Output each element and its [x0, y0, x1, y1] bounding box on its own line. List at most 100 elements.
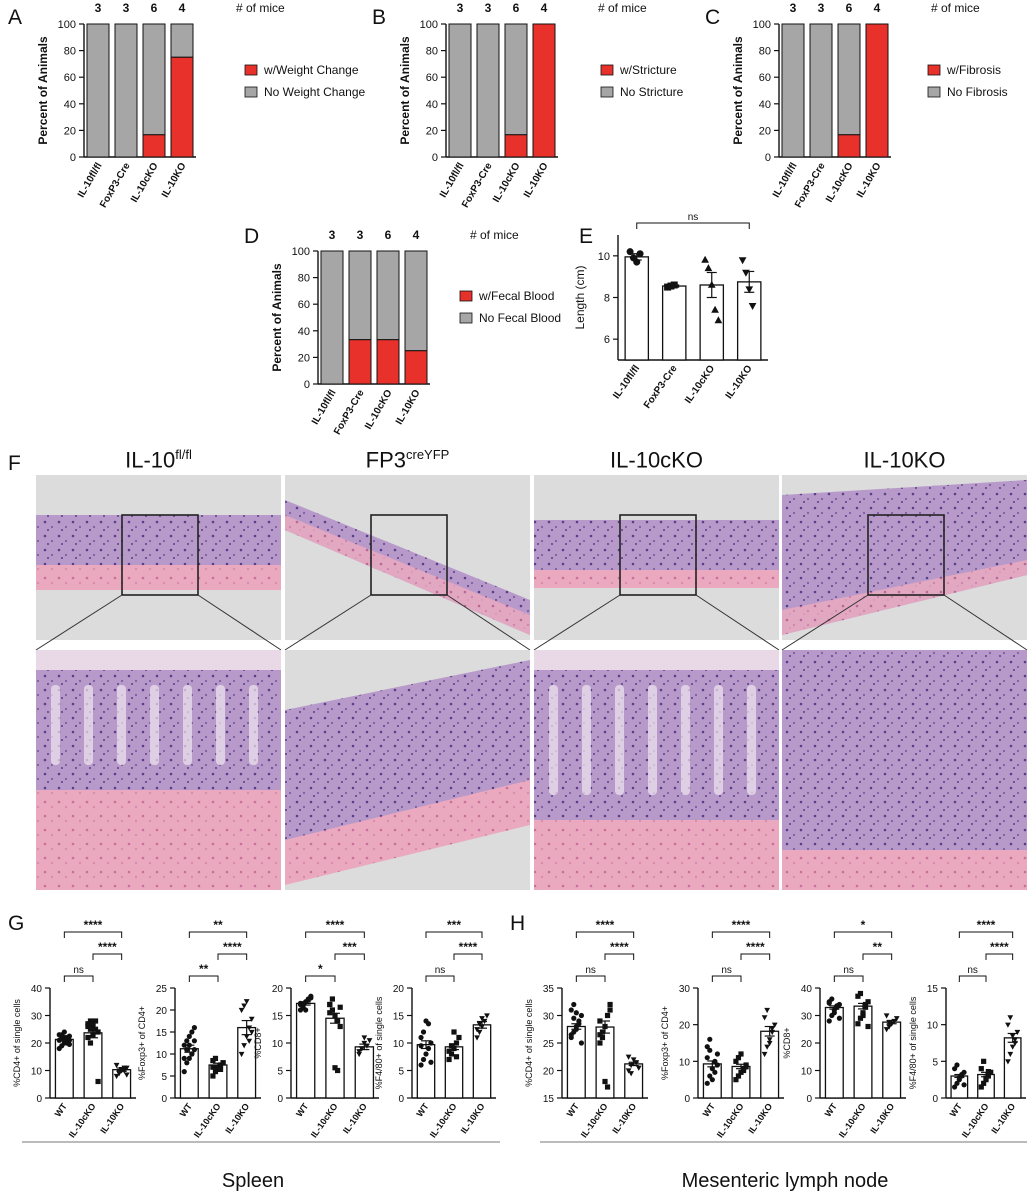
data-point [769, 1026, 776, 1032]
x-tick-label: WT [948, 1101, 965, 1119]
tissue-section [534, 520, 779, 570]
x-tick-label: FoxP3-Cre [642, 363, 680, 411]
data-point [246, 1025, 253, 1031]
data-point [90, 1023, 96, 1030]
zoom-line-right [197, 594, 282, 651]
significance-label: **** [459, 940, 478, 954]
data-point [243, 999, 250, 1005]
mean-bar [736, 281, 762, 361]
data-point [243, 1034, 250, 1040]
mean-bar [295, 1002, 316, 1099]
zoom-box [867, 514, 945, 596]
y-tick-label: 0 [765, 152, 771, 164]
significance-bracket [575, 931, 635, 938]
data-point [87, 1018, 94, 1024]
x-tick-label: WT [53, 1101, 70, 1119]
data-point [628, 1062, 634, 1069]
chart-G--cd4-of-single-cells: 0 10 20 30 40 %CD4+ of single cells WTIL-10cKO… [12, 918, 136, 1140]
histology-title-il10ko: IL-10KO [863, 447, 946, 473]
significance-label: **** [596, 918, 615, 932]
bar-segment-no [376, 250, 400, 341]
x-tick-label: IL-10KO [160, 161, 189, 200]
data-point [332, 1012, 338, 1019]
y-tick-label: 15 [543, 1094, 555, 1105]
data-point [358, 1046, 365, 1052]
significance-label: ns [688, 212, 699, 223]
significance-bracket [958, 931, 1014, 938]
data-point [597, 1018, 603, 1024]
x-tick-label: IL-10KO [98, 1101, 126, 1135]
data-point [625, 1068, 632, 1074]
data-point [366, 1038, 373, 1044]
panel-letter-c: C [705, 6, 720, 29]
y-tick-label: 40 [426, 99, 438, 111]
x-tick-label: IL-10fl/fl [771, 161, 800, 200]
y-tick-label: 20 [298, 352, 310, 364]
data-point [451, 1029, 457, 1035]
x-tick-label: IL-10cKO [491, 161, 523, 205]
data-point [90, 1032, 96, 1038]
mean-bar [325, 1017, 345, 1099]
y-tick-label: 20 [31, 1039, 43, 1050]
bar-segment-no [114, 23, 138, 158]
crypt [84, 685, 93, 765]
x-tick-label: WT [823, 1101, 840, 1119]
legend-swatch-no [459, 312, 473, 324]
data-point [886, 1024, 892, 1030]
data-point [191, 1025, 198, 1031]
x-tick-label: IL-10cKO [129, 161, 161, 205]
data-point [428, 1059, 434, 1065]
n-label: 3 [357, 228, 364, 242]
y-tick-label: 20 [759, 125, 771, 137]
data-point [704, 264, 713, 272]
legend-label-no: No Fibrosis [947, 85, 1008, 99]
y-tick-label: 60 [298, 299, 310, 311]
data-point [834, 1003, 840, 1009]
data-point [633, 258, 641, 266]
x-tick-label: IL-10cKO [363, 388, 395, 432]
data-point [303, 1007, 309, 1013]
data-point [181, 1055, 187, 1061]
panel-letter-g: G [8, 912, 24, 935]
y-tick-label: 100 [58, 19, 76, 31]
x-tick-label: IL-10KO [522, 161, 551, 200]
data-point [1009, 1033, 1016, 1039]
data-point [857, 1015, 864, 1021]
significance-bracket [425, 975, 455, 982]
data-point [712, 1069, 718, 1075]
crypt [714, 685, 723, 795]
data-point [571, 1015, 577, 1021]
x-tick-label: IL-10KO [459, 1101, 487, 1135]
bar-segment-no [781, 23, 805, 158]
data-point [189, 1051, 195, 1057]
data-point [474, 1035, 480, 1041]
data-point [733, 1058, 739, 1064]
n-label: 6 [151, 1, 158, 15]
data-point [1012, 1037, 1018, 1043]
chart-H--f4-80-of-single-cells: 0 5 10 15 %F4/80+ of single cells WTIL-10cKOI… [908, 918, 1026, 1140]
bar-segment-no [142, 23, 166, 136]
data-point [181, 1042, 187, 1048]
significance-bracket [575, 975, 606, 982]
data-point [862, 1001, 869, 1008]
y-axis-label: Length (cm) [573, 265, 587, 329]
data-point [826, 1000, 832, 1006]
data-point [85, 1021, 91, 1027]
legend-label-no: No Fecal Blood [479, 311, 561, 325]
significance-bracket [985, 953, 1014, 960]
data-point [954, 1062, 960, 1068]
data-point [423, 1051, 429, 1057]
data-point [735, 1055, 742, 1061]
data-point [361, 1035, 368, 1041]
y-tick-label: 15 [927, 984, 939, 995]
zoom-box [370, 514, 448, 596]
y-tick-label: 60 [426, 72, 438, 84]
data-point [85, 1023, 91, 1030]
bar-segment-no [448, 23, 472, 158]
significance-bracket [188, 975, 219, 982]
zoom-line-right [943, 594, 1028, 651]
data-point [420, 1029, 427, 1035]
tissue-muscle [782, 850, 1027, 890]
